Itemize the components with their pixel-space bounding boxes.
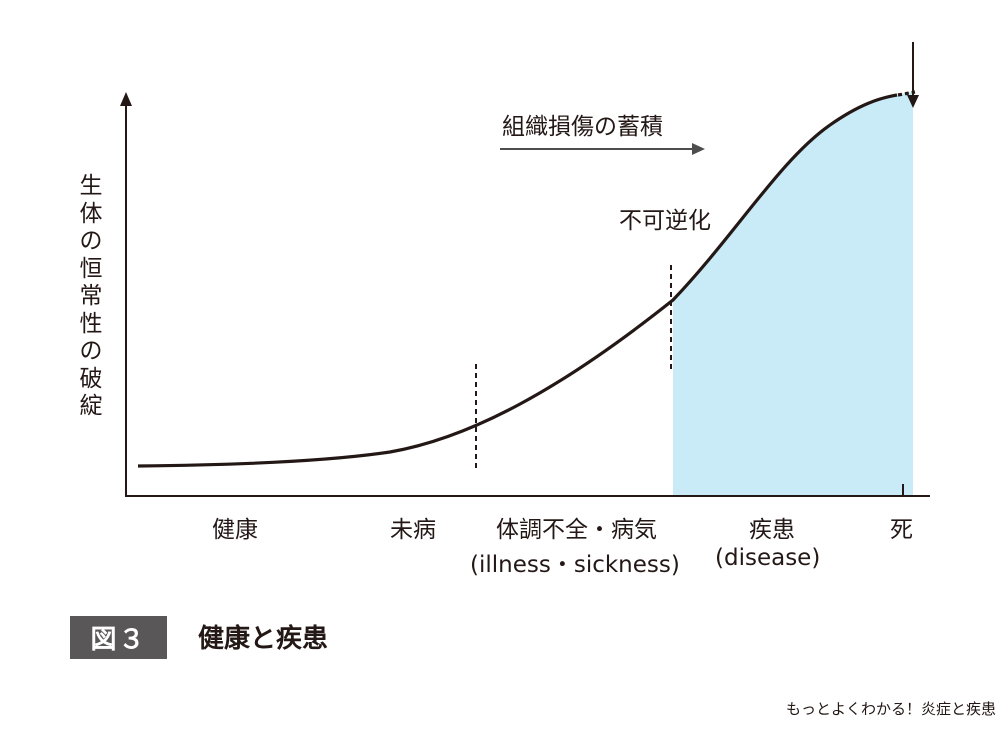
stage-label-death: 死 bbox=[890, 517, 913, 543]
death-arrowhead bbox=[907, 95, 919, 108]
figure-title: 健康と疾患 bbox=[198, 624, 329, 654]
stage-label-illness: 体調不全・病気 bbox=[496, 517, 657, 543]
source-footer: もっとよくわかる！炎症と疾患 bbox=[785, 700, 996, 718]
stage-sublabel-disease: (disease) bbox=[715, 545, 821, 571]
stage-label-presymptomatic: 未病 bbox=[390, 517, 436, 543]
health-disease-diagram bbox=[120, 42, 930, 497]
damage-accumulation-label: 組織損傷の蓄積 bbox=[502, 114, 663, 140]
y-axis-arrowhead bbox=[120, 92, 132, 106]
stage-label-health: 健康 bbox=[212, 517, 258, 543]
disease-region bbox=[673, 92, 913, 496]
homeostasis-curve bbox=[137, 93, 898, 468]
y-axis-label: 生体の恒常性の破綻 bbox=[79, 173, 103, 419]
irreversible-label: 不可逆化 bbox=[619, 208, 711, 234]
damage-arrowhead bbox=[692, 143, 705, 155]
figure-number-badge: 図３ bbox=[70, 616, 167, 659]
stage-sublabel-illness: (illness・sickness) bbox=[470, 552, 680, 578]
stage-label-disease: 疾患 bbox=[749, 517, 795, 543]
